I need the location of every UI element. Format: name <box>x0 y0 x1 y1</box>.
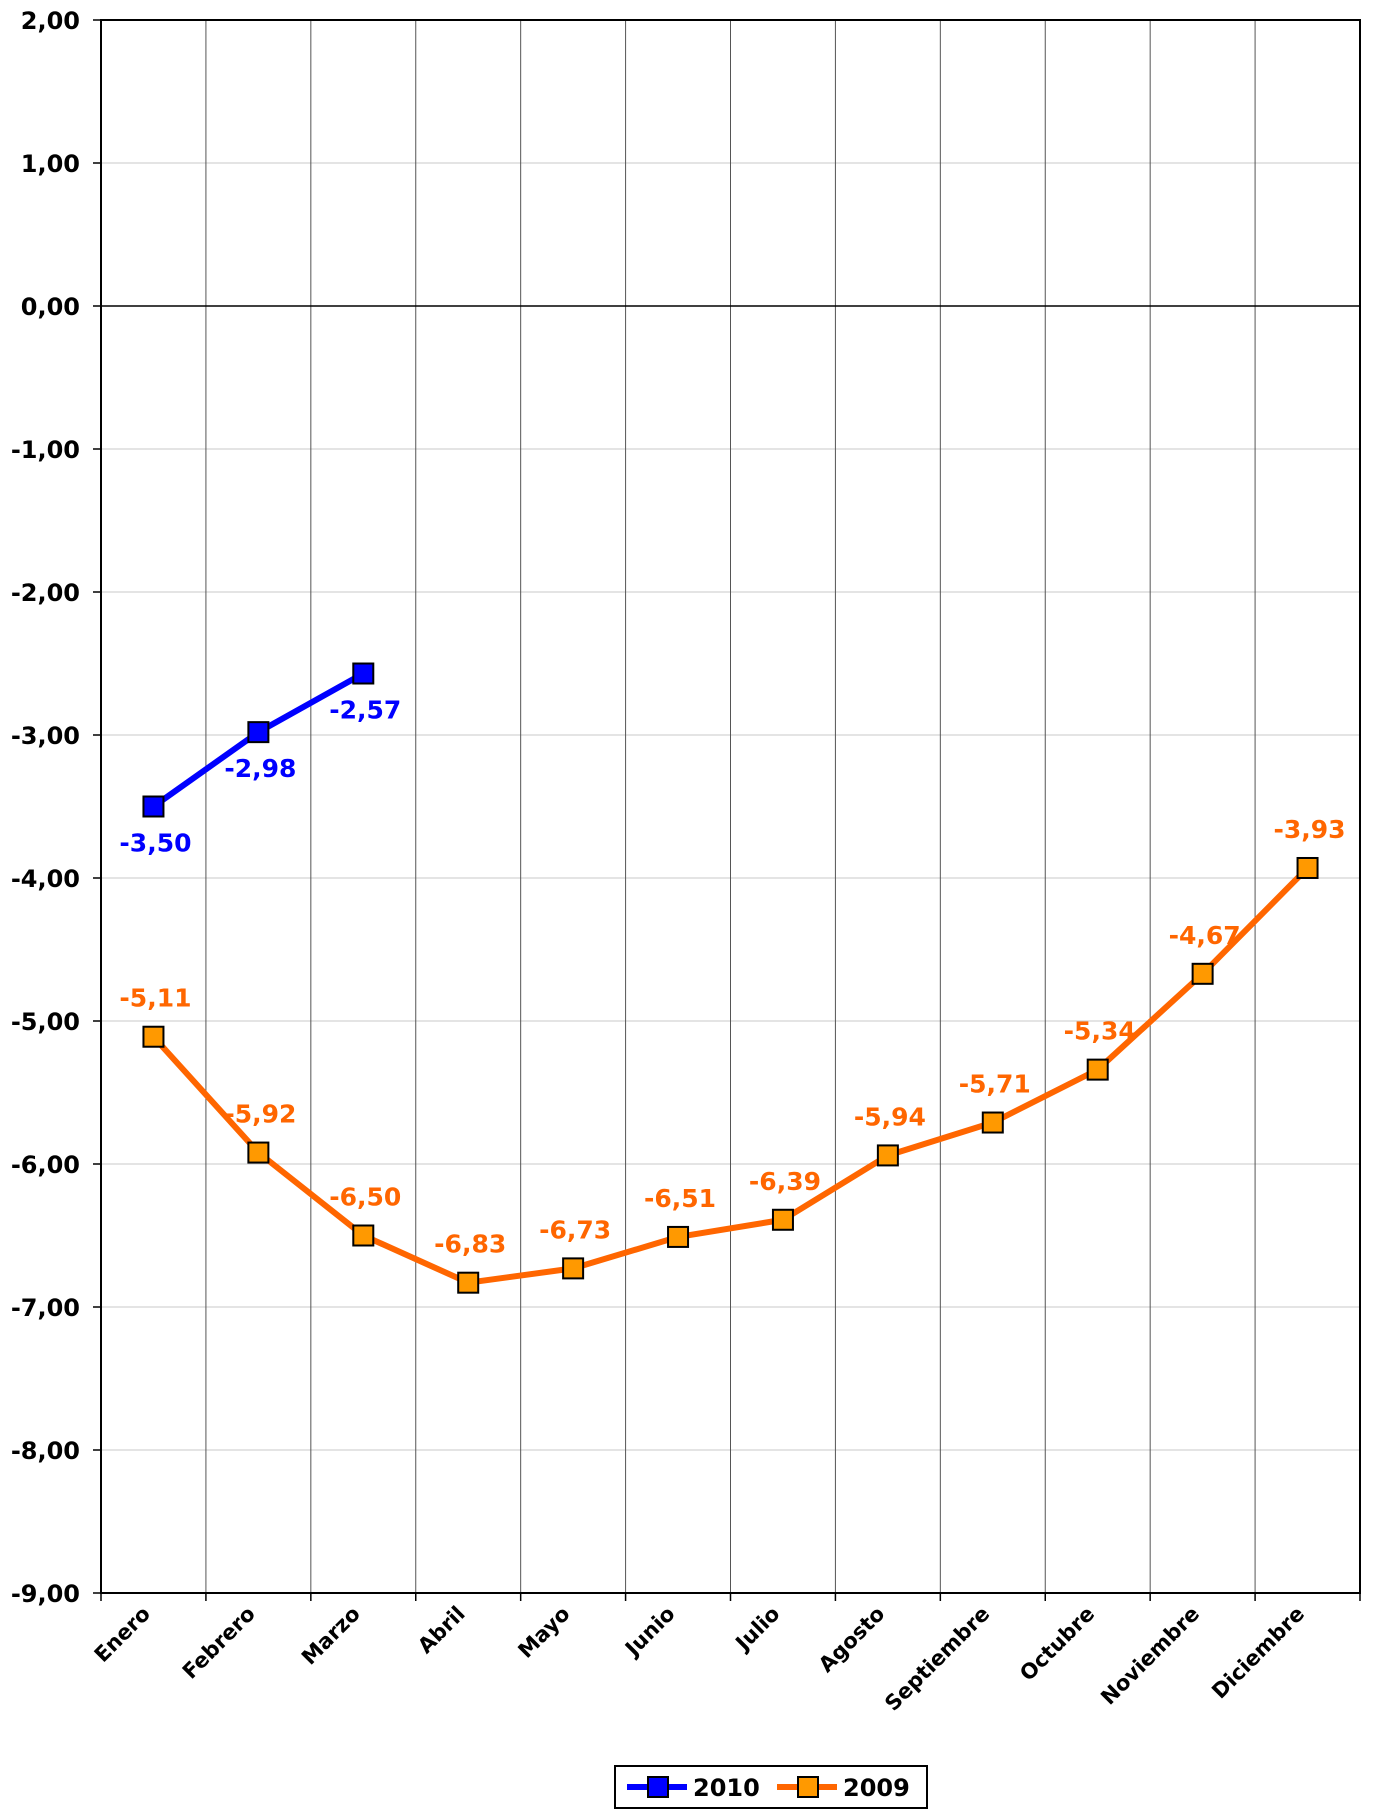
x-tick-label: Julio <box>730 1602 785 1657</box>
data-point-2009 <box>771 1208 794 1231</box>
legend-marker-2009 <box>797 1776 819 1798</box>
data-point-2009 <box>1191 962 1214 985</box>
legend-label-2010: 2010 <box>693 1774 760 1802</box>
data-label-2009: -5,71 <box>959 1070 1031 1099</box>
x-tick-label: Diciembre <box>1207 1602 1309 1704</box>
x-tick-label: Febrero <box>178 1602 260 1684</box>
data-point-2009 <box>981 1111 1004 1134</box>
data-label-2009: -5,94 <box>854 1102 926 1131</box>
y-tick-label: -2,00 <box>11 579 80 607</box>
x-tick-label: Enero <box>90 1602 155 1667</box>
y-tick-label: -9,00 <box>11 1580 80 1608</box>
x-tick-label: Octubre <box>1015 1602 1099 1686</box>
y-tick-label: -5,00 <box>11 1008 80 1036</box>
data-label-2010: -2,57 <box>329 696 401 725</box>
data-point-2010 <box>352 662 375 685</box>
x-tick-label: Junio <box>619 1602 679 1662</box>
y-axis: 2,00 1,00 0,00 -1,00 -2,00 -3,00 -4,00 -5,00 -6,… <box>11 7 101 1608</box>
data-point-2009 <box>247 1141 270 1164</box>
legend-marker-2010 <box>647 1776 669 1798</box>
y-tick-label: 1,00 <box>21 150 80 178</box>
series-line-2009 <box>151 865 1310 1286</box>
data-label-2009: -6,83 <box>434 1230 506 1259</box>
data-point-2010 <box>247 721 270 744</box>
data-point-2009 <box>1296 856 1319 879</box>
x-tick-label: Septiembre <box>880 1602 994 1716</box>
data-point-2009 <box>562 1257 585 1280</box>
data-point-2009 <box>667 1225 690 1248</box>
data-label-2010: -2,98 <box>224 754 296 783</box>
grid <box>101 19 1360 1594</box>
data-point-2009 <box>142 1025 165 1048</box>
y-tick-label: -1,00 <box>11 436 80 464</box>
data-label-2009: -4,67 <box>1169 921 1241 950</box>
x-tick-label: Noviembre <box>1096 1602 1204 1710</box>
x-tick-label: Marzo <box>297 1602 365 1670</box>
data-label-2010: -3,50 <box>119 829 191 858</box>
y-tick-label: -3,00 <box>11 722 80 750</box>
data-label-2009: -5,92 <box>224 1100 296 1129</box>
data-label-2009: -6,39 <box>749 1167 821 1196</box>
y-tick-label: 0,00 <box>21 293 80 321</box>
data-point-2009 <box>457 1271 480 1294</box>
data-label-2009: -5,34 <box>1064 1017 1136 1046</box>
x-tick-label: Abril <box>413 1602 470 1659</box>
legend-label-2009: 2009 <box>843 1774 910 1802</box>
legend: 2010 2009 <box>614 1765 928 1809</box>
y-tick-label: -6,00 <box>11 1151 80 1179</box>
data-point-2009 <box>352 1224 375 1247</box>
data-label-2009: -3,93 <box>1274 815 1346 844</box>
data-label-2009: -5,11 <box>119 984 191 1013</box>
series-group <box>142 662 1319 1294</box>
y-tick-label: -8,00 <box>11 1437 80 1465</box>
data-labels: -5,11 -5,92 -6,50 -6,83 -6,73 -6,51 -6,39 -5,94… <box>119 696 1345 1259</box>
x-axis: Enero Febrero Marzo Abril Mayo Junio Julio Agos… <box>90 1593 1361 1716</box>
y-tick-label: 2,00 <box>21 7 80 35</box>
data-point-2009 <box>876 1144 899 1167</box>
y-tick-label: -4,00 <box>11 865 80 893</box>
data-point-2009 <box>1086 1058 1109 1081</box>
data-label-2009: -6,73 <box>539 1215 611 1244</box>
data-label-2009: -6,50 <box>329 1183 401 1212</box>
x-tick-label: Mayo <box>513 1602 574 1663</box>
data-point-2010 <box>142 795 165 818</box>
y-tick-label: -7,00 <box>11 1294 80 1322</box>
data-label-2009: -6,51 <box>644 1184 716 1213</box>
x-tick-label: Agosto <box>814 1602 889 1677</box>
